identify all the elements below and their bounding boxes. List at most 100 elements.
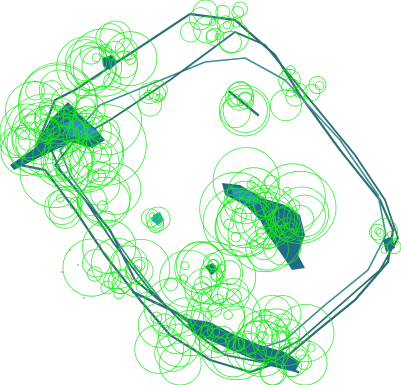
detection-ring	[303, 83, 321, 101]
detection-ring	[387, 239, 401, 255]
scatter-dot	[69, 249, 71, 251]
detection-ring	[11, 102, 74, 165]
detection-ring	[209, 18, 217, 26]
detection-ring	[79, 130, 124, 175]
detection-ring	[159, 249, 218, 308]
detection-ring	[231, 6, 245, 19]
detection-ring	[154, 334, 192, 372]
detection-ring	[246, 179, 256, 189]
detection-ring	[87, 266, 103, 282]
detection-ring	[158, 315, 197, 355]
detection-ring	[150, 311, 163, 324]
detection-ring	[102, 31, 158, 87]
detection-ring	[216, 260, 242, 286]
detection-ring	[11, 121, 52, 162]
detection-ring	[77, 169, 131, 224]
detection-ring	[238, 92, 253, 106]
detection-ring	[89, 163, 142, 215]
detection-ring	[267, 206, 301, 239]
detection-ring	[55, 193, 65, 203]
detection-ring	[149, 212, 156, 220]
detection-ring	[66, 138, 80, 152]
detection-ring	[65, 39, 108, 82]
detection-ring	[96, 200, 109, 212]
detection-ring	[19, 62, 97, 140]
detection-ring	[189, 7, 213, 31]
detection-ring	[374, 227, 382, 235]
track-short-center	[228, 90, 260, 117]
detection-ring	[285, 65, 296, 75]
detection-ring	[180, 261, 190, 271]
detection-ring	[296, 354, 313, 371]
detection-ring	[135, 279, 150, 294]
detection-ring	[176, 241, 226, 291]
detection-ring	[225, 82, 254, 111]
detection-ring	[92, 143, 113, 164]
detection-ring	[193, 16, 221, 44]
detection-ring	[38, 69, 80, 111]
detection-ring	[205, 29, 219, 42]
detection-ring	[138, 82, 161, 105]
detection-ring	[103, 72, 122, 91]
detection-ring	[62, 238, 121, 297]
detection-ring	[34, 115, 80, 161]
detection-ring	[114, 38, 138, 61]
detection-ring	[286, 204, 315, 233]
detection-ring	[25, 80, 45, 101]
detection-ring	[259, 358, 287, 385]
detection-ring	[220, 97, 251, 128]
detection-ring	[81, 46, 123, 88]
detection-ring	[250, 232, 278, 261]
detection-ring	[76, 185, 108, 217]
detection-ring	[230, 231, 242, 243]
detection-ring	[369, 223, 386, 241]
detection-ring	[242, 314, 291, 363]
detection-ring	[44, 112, 125, 193]
detection-ring	[32, 125, 95, 189]
detection-ring	[109, 245, 149, 285]
detection-ring	[19, 108, 37, 126]
blob-center-small	[152, 212, 164, 225]
track-inner-loop	[59, 57, 387, 353]
detection-ring	[232, 338, 246, 351]
detection-ring	[271, 325, 289, 343]
detection-ring	[226, 331, 267, 372]
detection-ring	[199, 171, 274, 247]
detection-ring	[51, 139, 93, 181]
detection-ring	[306, 343, 316, 353]
detection-ring	[100, 280, 115, 295]
detection-ring	[91, 53, 101, 63]
detection-ring	[217, 278, 250, 311]
detection-ring	[207, 302, 223, 317]
detection-ring	[245, 227, 289, 271]
detection-ring	[211, 293, 224, 306]
detection-ring	[210, 272, 221, 283]
detection-ring	[42, 144, 80, 182]
detection-ring	[40, 134, 93, 187]
detection-ring	[222, 20, 231, 30]
detection-ring	[278, 68, 301, 92]
detection-ring	[158, 342, 202, 385]
detection-ring	[214, 198, 273, 257]
detection-ring	[90, 237, 143, 290]
detection-ring	[264, 175, 279, 190]
detection-ring	[165, 297, 205, 337]
detection-ring	[55, 165, 72, 181]
detection-ring	[111, 238, 171, 298]
detection-ring	[218, 84, 271, 137]
detection-ring	[227, 81, 253, 107]
detection-ring	[207, 259, 219, 271]
detection-ring	[275, 313, 290, 328]
detection-ring	[199, 248, 257, 306]
detection-ring	[250, 200, 280, 230]
detection-ring	[223, 180, 267, 224]
detection-ring	[41, 80, 63, 102]
detection-ring	[222, 87, 268, 133]
detection-ring	[79, 41, 103, 65]
detection-ring	[68, 109, 112, 153]
detection-ring	[147, 79, 168, 101]
scatter-dot	[99, 244, 101, 246]
detection-ring	[82, 219, 137, 274]
scatter-dot	[83, 297, 85, 299]
